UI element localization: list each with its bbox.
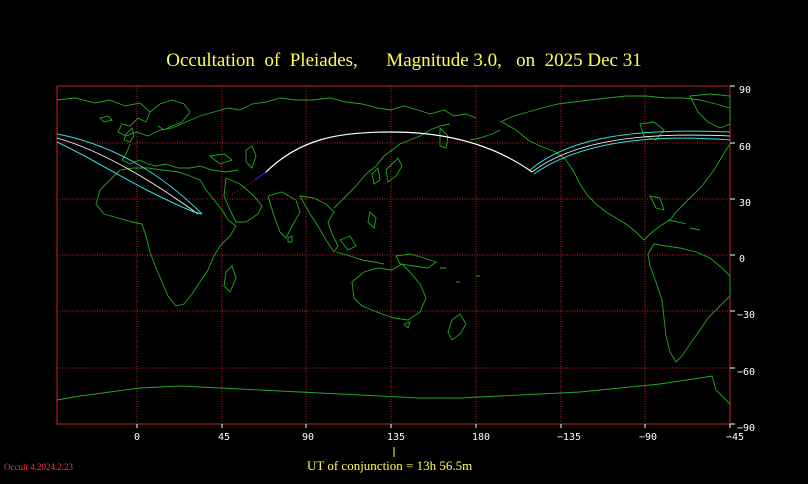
central-line xyxy=(264,131,533,174)
lon-label-135: 135 xyxy=(387,432,405,443)
axis-ticks xyxy=(136,85,735,428)
lat-label-90: 90 xyxy=(739,85,751,96)
twilight-segment xyxy=(254,171,267,181)
lon-label-minus90: −90 xyxy=(639,432,657,443)
north-america-north-coast xyxy=(499,95,731,123)
india xyxy=(267,191,301,239)
west-limit-line-south xyxy=(56,141,195,213)
longitude-labels: 0 45 90 135 180 −135 −90 −45 xyxy=(134,432,744,443)
sri-lanka xyxy=(287,235,293,243)
caspian-sea xyxy=(245,145,257,169)
madagascar xyxy=(223,265,237,293)
lat-label-30: 30 xyxy=(739,198,751,209)
latitude-labels: 90 60 30 0 −30 −60 −90 xyxy=(737,85,755,434)
greenland xyxy=(689,93,731,129)
pacific-islands xyxy=(440,267,480,283)
hudson-bay xyxy=(639,121,665,141)
lat-label-minus60: −60 xyxy=(737,367,755,378)
map-title: Occultation of Pleiades, Magnitude 3.0, … xyxy=(166,50,642,71)
east-limit-line-south xyxy=(533,137,731,175)
aleutian-islands xyxy=(469,129,501,141)
arabia xyxy=(223,177,263,223)
lat-label-60: 60 xyxy=(739,142,751,153)
scandinavia xyxy=(149,99,191,131)
lon-label-180: 180 xyxy=(472,432,490,443)
new-guinea xyxy=(395,253,437,269)
lon-label-minus45: −45 xyxy=(726,432,744,443)
iceland xyxy=(99,115,113,123)
antarctica xyxy=(56,375,731,405)
black-sea xyxy=(208,153,233,165)
tasmania xyxy=(403,321,411,329)
lat-label-0: 0 xyxy=(739,254,745,265)
korea xyxy=(371,167,381,185)
north-america-west-coast xyxy=(501,121,731,241)
conjunction-time-label: UT of conjunction = 13h 56.5m xyxy=(307,458,473,473)
occultation-paths xyxy=(56,130,731,215)
eurasia-north-coast xyxy=(56,97,477,137)
coastlines xyxy=(56,93,731,405)
lon-label-minus135: −135 xyxy=(557,432,581,443)
west-path-end xyxy=(193,211,203,215)
graticule xyxy=(57,86,730,424)
software-version: Occult 4.2024.2.23 xyxy=(4,462,73,472)
east-asia-coast xyxy=(333,123,451,209)
lon-label-90: 90 xyxy=(302,432,314,443)
japan xyxy=(385,157,403,183)
west-limit-line-north xyxy=(56,133,203,215)
philippines xyxy=(367,211,377,229)
lat-label-minus90: −90 xyxy=(737,423,755,434)
borneo xyxy=(339,235,357,251)
kamchatka xyxy=(439,126,449,149)
east-limit-line-north xyxy=(529,130,731,171)
africa xyxy=(95,167,237,307)
lon-label-45: 45 xyxy=(218,432,230,443)
new-zealand xyxy=(447,313,467,341)
caribbean-islands xyxy=(667,219,701,231)
lon-label-0: 0 xyxy=(134,432,140,443)
east-central-line xyxy=(531,134,731,173)
indonesia-chain xyxy=(335,251,385,265)
west-central-line xyxy=(56,137,199,215)
europe-south-coast xyxy=(121,143,239,173)
southeast-asia xyxy=(299,195,339,253)
lat-label-minus30: −30 xyxy=(737,310,755,321)
great-britain xyxy=(123,127,135,143)
daylight-segment xyxy=(231,177,259,195)
australia xyxy=(351,263,427,321)
florida xyxy=(649,195,665,211)
south-america xyxy=(647,243,731,363)
